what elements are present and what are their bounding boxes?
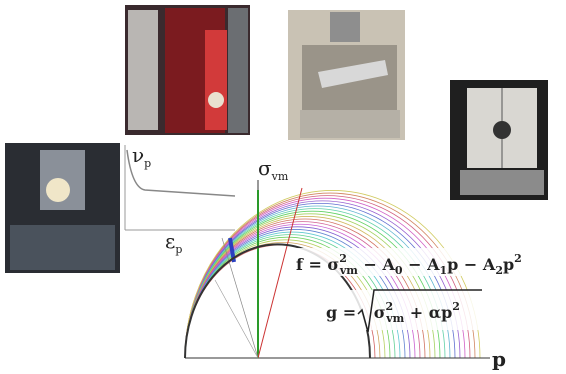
surface-arc (185, 214, 435, 358)
inset-chart: νp εp (125, 143, 235, 256)
surface-arc (185, 219, 425, 358)
photo-grip-fixture (288, 10, 405, 140)
x-axis-label: p (492, 347, 506, 371)
photo-machine (5, 143, 120, 273)
inset-x-label: εp (165, 229, 182, 256)
y-axis-label: σvm (258, 156, 289, 183)
photo-specimen (450, 80, 548, 200)
photo-red-lab (125, 5, 250, 135)
figure: νp εp σvm p f = σ2vm − A0 − A1p − A2p2 g… (0, 0, 566, 374)
